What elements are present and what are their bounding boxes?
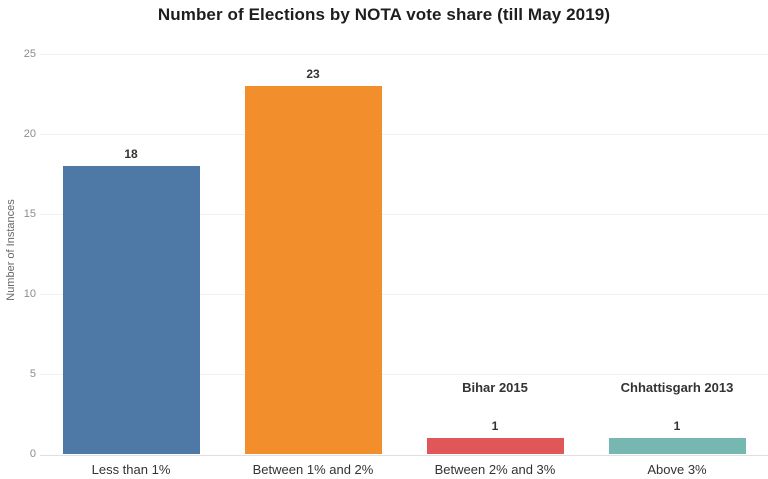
- y-tick-label: 0: [29, 448, 36, 460]
- gridline: [40, 374, 768, 375]
- gridline: [40, 214, 768, 215]
- gridline: [40, 294, 768, 295]
- y-tick-label: 25: [23, 48, 36, 60]
- bar-4: [608, 438, 746, 454]
- bar-3: [426, 438, 564, 454]
- bar-2: [244, 86, 382, 454]
- bar-annotation: Chhattisgarh 2013: [620, 380, 734, 395]
- chart-title: Number of Elections by NOTA vote share (…: [157, 5, 611, 24]
- y-tick-label: 20: [23, 128, 36, 140]
- bar-value-label: 18: [124, 147, 138, 161]
- bar-value-label: 23: [306, 67, 320, 81]
- x-tick-label: Between 2% and 3%: [434, 462, 556, 477]
- x-axis-line: [40, 455, 768, 456]
- y-tick-label: 10: [23, 288, 36, 300]
- x-tick-label: Above 3%: [647, 462, 707, 477]
- bar-1: [62, 166, 200, 454]
- y-tick-label: 15: [23, 208, 36, 220]
- bar-value-label: 1: [491, 419, 499, 433]
- x-tick-label: Between 1% and 2%: [252, 462, 374, 477]
- bar-value-label: 1: [673, 419, 681, 433]
- gridline: [40, 134, 768, 135]
- bar-annotation: Bihar 2015: [462, 380, 528, 395]
- gridline: [40, 54, 768, 55]
- y-tick-label: 5: [29, 368, 36, 380]
- x-tick-label: Less than 1%: [91, 462, 171, 477]
